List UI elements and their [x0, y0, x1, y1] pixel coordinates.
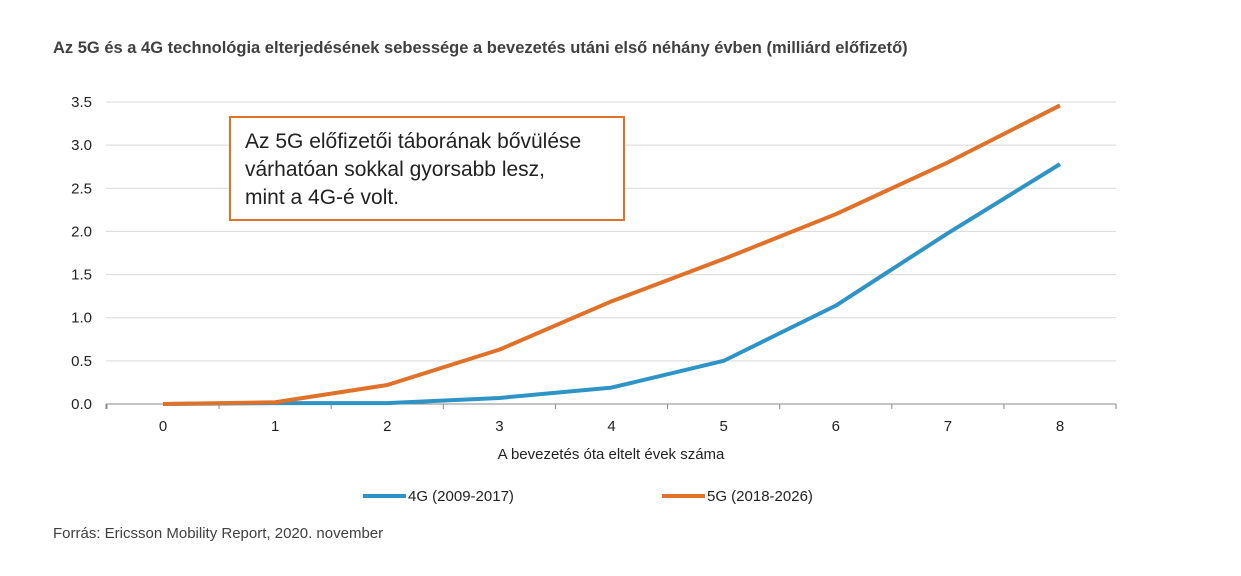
x-tick-label: 6 — [832, 418, 840, 435]
x-tick-label: 0 — [159, 418, 167, 435]
x-axis-title: A bevezetés óta eltelt évek száma — [498, 446, 725, 463]
y-tick-label: 3.0 — [71, 137, 92, 154]
y-tick-label: 2.0 — [71, 223, 92, 240]
x-tick-label: 3 — [495, 418, 503, 435]
x-tick-label: 4 — [607, 418, 615, 435]
x-tick-label: 5 — [719, 418, 727, 435]
legend: 4G (2009-2017) 5G (2018-2026) — [363, 488, 813, 505]
x-tick-labels: 0 1 2 3 4 5 6 7 8 — [159, 418, 1064, 435]
legend-label: 5G (2018-2026) — [707, 488, 813, 505]
y-tick-label: 1.0 — [71, 310, 92, 327]
y-tick-label: 1.5 — [71, 267, 92, 284]
chart-title: Az 5G és a 4G technológia elterjedésének… — [53, 39, 908, 57]
x-tick-label: 8 — [1056, 418, 1064, 435]
series-lines — [162, 103, 1062, 406]
y-tick-label: 0.5 — [71, 353, 92, 370]
y-tick-label: 3.5 — [71, 94, 92, 111]
legend-label: 4G (2009-2017) — [408, 488, 514, 505]
chart-annotation: Az 5G előfizetői táborának bővülése várh… — [229, 116, 625, 221]
y-tick-label: 2.5 — [71, 180, 92, 197]
x-tick-label: 2 — [383, 418, 391, 435]
x-tick-label: 7 — [944, 418, 952, 435]
series-line-4g — [162, 162, 1062, 406]
y-tick-label: 0.0 — [71, 396, 92, 413]
x-tick-label: 1 — [271, 418, 279, 435]
y-tick-labels: 0.0 0.5 1.0 1.5 2.0 2.5 3.0 3.5 — [71, 94, 92, 413]
source-note: Forrás: Ericsson Mobility Report, 2020. … — [53, 525, 384, 542]
series-line-5g — [162, 103, 1061, 406]
